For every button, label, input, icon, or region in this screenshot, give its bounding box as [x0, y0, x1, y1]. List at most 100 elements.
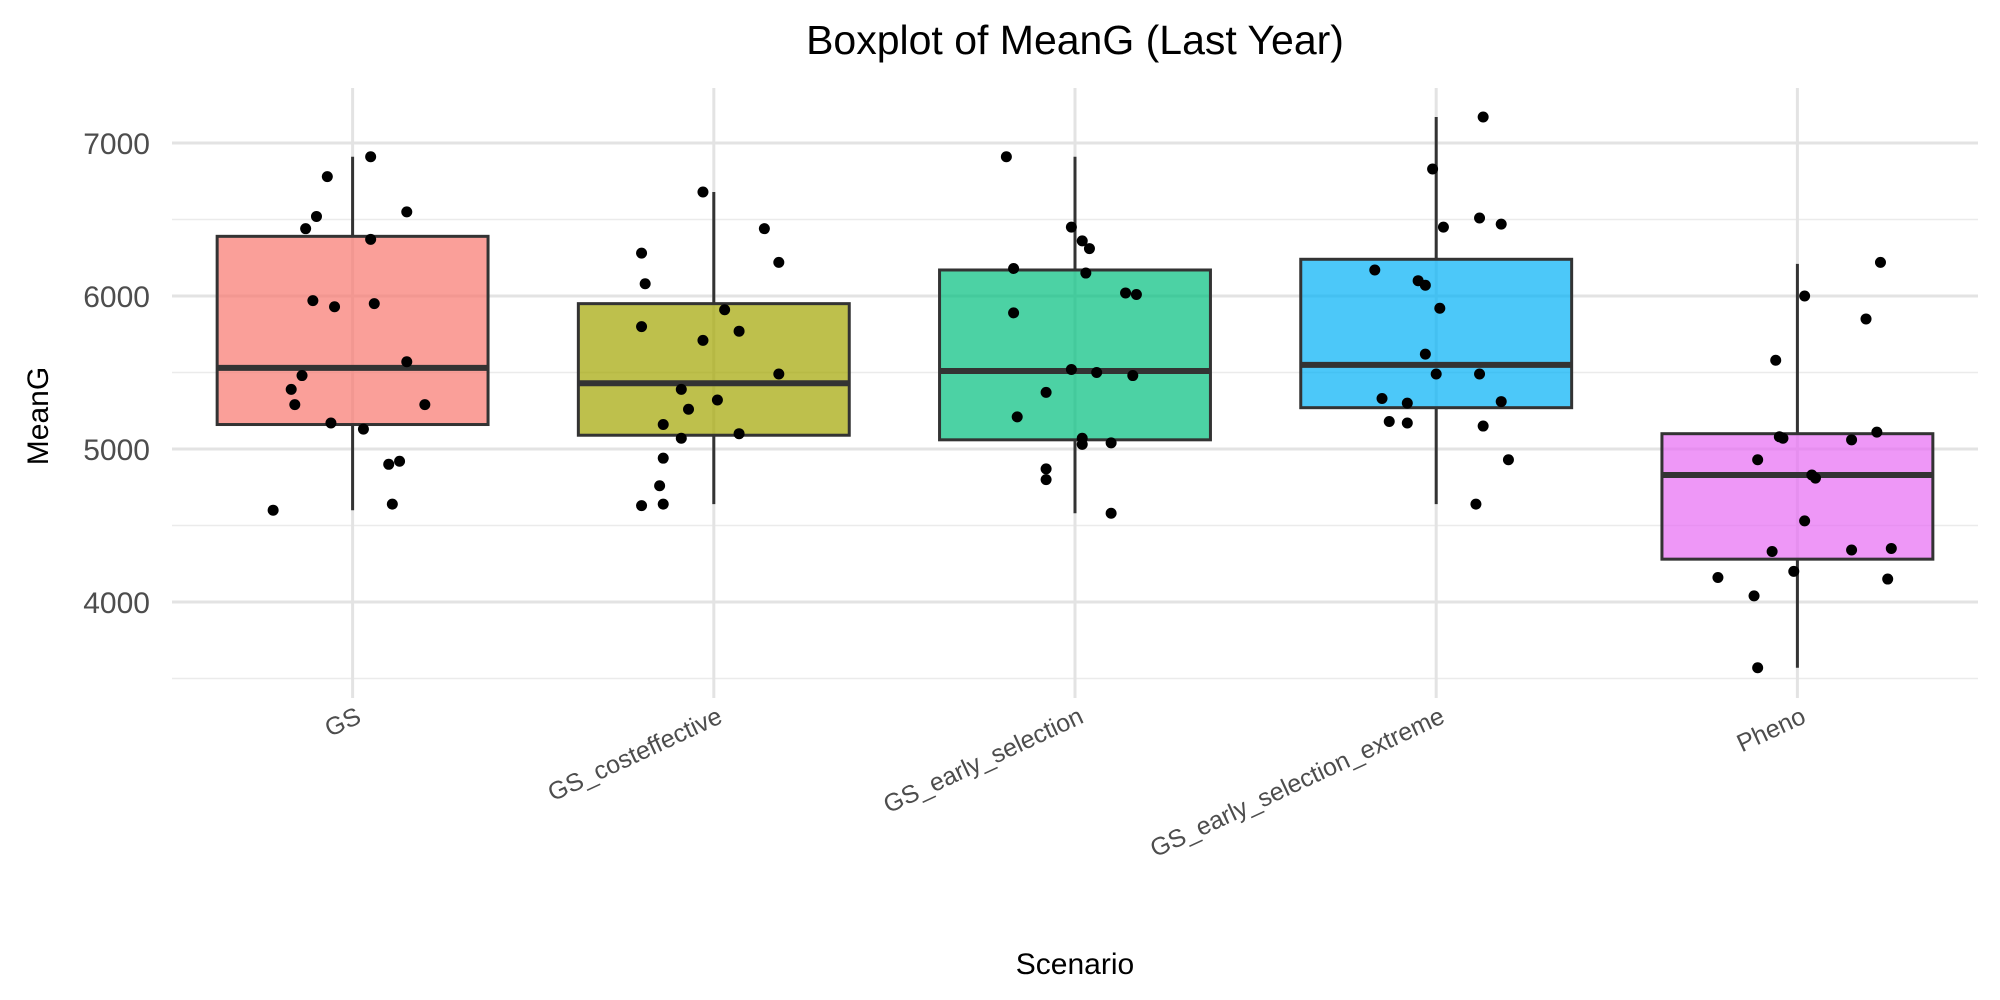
x-tick-label: GS_costeffective	[544, 702, 727, 807]
data-point	[1477, 111, 1489, 123]
data-point	[773, 256, 785, 268]
x-tick-label: GS_early_selection_extreme	[1146, 702, 1449, 863]
data-point	[1040, 463, 1052, 475]
data-point	[636, 247, 648, 259]
data-point	[1065, 363, 1077, 375]
x-tick-label: Pheno	[1733, 702, 1810, 758]
data-point	[1874, 256, 1886, 268]
box-GS_early_selection	[938, 156, 1212, 514]
box-rect	[215, 234, 490, 427]
data-point	[1770, 354, 1782, 366]
box-GS	[215, 156, 490, 511]
box-rect	[576, 302, 851, 437]
x-axis-title: Scenario	[1016, 948, 1134, 981]
data-point	[1401, 417, 1413, 429]
data-point	[1011, 411, 1023, 423]
point-layer	[267, 111, 1897, 674]
data-point	[1376, 393, 1388, 405]
data-point	[639, 278, 651, 290]
data-point	[1427, 163, 1439, 175]
data-point	[1477, 420, 1489, 432]
data-point	[1752, 454, 1764, 466]
data-point	[1495, 218, 1507, 230]
data-point	[1105, 437, 1117, 449]
data-point	[1882, 573, 1894, 585]
y-axis-title: MeanG	[22, 367, 55, 465]
data-point	[1777, 432, 1789, 444]
data-point	[401, 356, 413, 368]
y-tick-label: 7000	[83, 128, 150, 161]
x-tick-label: GS_early_selection	[879, 702, 1087, 819]
y-tick-label: 4000	[83, 587, 150, 620]
data-point	[1502, 454, 1514, 466]
data-point	[1076, 235, 1088, 247]
data-point	[1008, 307, 1020, 319]
data-point	[1752, 662, 1764, 674]
data-point	[1788, 565, 1800, 577]
data-point	[1080, 267, 1092, 279]
data-point	[1127, 370, 1139, 382]
data-point	[1799, 290, 1811, 302]
y-tick-label: 5000	[83, 434, 150, 467]
data-point	[1083, 243, 1095, 255]
data-point	[1419, 348, 1431, 360]
data-point	[1383, 415, 1395, 427]
data-point	[657, 498, 669, 510]
box-layer	[215, 116, 1935, 668]
data-point	[289, 399, 301, 411]
data-point	[321, 171, 333, 183]
data-point	[711, 394, 723, 406]
box-rect	[1660, 432, 1935, 561]
data-point	[1401, 397, 1413, 409]
data-point	[1000, 151, 1012, 163]
data-point	[1430, 368, 1442, 380]
data-point	[1748, 590, 1760, 602]
data-point	[300, 223, 312, 235]
data-point	[296, 370, 308, 382]
box-GS_costeffective	[576, 191, 851, 505]
data-point	[636, 321, 648, 333]
data-point	[1860, 313, 1872, 325]
data-point	[325, 417, 337, 429]
data-point	[697, 186, 709, 198]
data-point	[636, 500, 648, 512]
data-point	[1008, 262, 1020, 274]
data-point	[285, 383, 297, 395]
data-point	[1040, 474, 1052, 486]
data-point	[383, 458, 395, 470]
data-point	[1091, 367, 1103, 378]
data-point	[368, 298, 380, 310]
data-point	[733, 325, 745, 337]
data-point	[654, 480, 666, 492]
data-point	[1766, 546, 1778, 558]
x-tick-label: GS	[321, 702, 366, 743]
data-point	[1885, 542, 1897, 554]
data-point	[773, 368, 785, 380]
data-point	[657, 419, 669, 431]
data-point	[1065, 221, 1077, 233]
data-point	[357, 423, 369, 435]
box-Pheno	[1660, 263, 1935, 668]
data-point	[675, 383, 687, 395]
data-point	[1369, 264, 1381, 276]
data-point	[365, 151, 377, 163]
y-tick-label: 6000	[83, 281, 150, 314]
data-point	[1474, 368, 1486, 380]
data-point	[1846, 544, 1858, 556]
box-rect	[938, 268, 1212, 442]
data-point	[657, 452, 669, 464]
data-point	[1495, 396, 1507, 408]
data-point	[1809, 472, 1821, 484]
data-point	[1434, 302, 1446, 314]
data-point	[329, 301, 341, 313]
data-point	[307, 295, 319, 307]
data-point	[365, 233, 377, 245]
data-point	[1419, 279, 1431, 291]
data-point	[1470, 498, 1482, 510]
data-point	[1846, 434, 1858, 446]
chart-title: Boxplot of MeanG (Last Year)	[806, 17, 1344, 63]
data-point	[1120, 287, 1132, 299]
data-point	[1712, 572, 1724, 584]
box-GS_early_selection_extreme	[1299, 116, 1574, 505]
data-point	[1799, 515, 1811, 527]
